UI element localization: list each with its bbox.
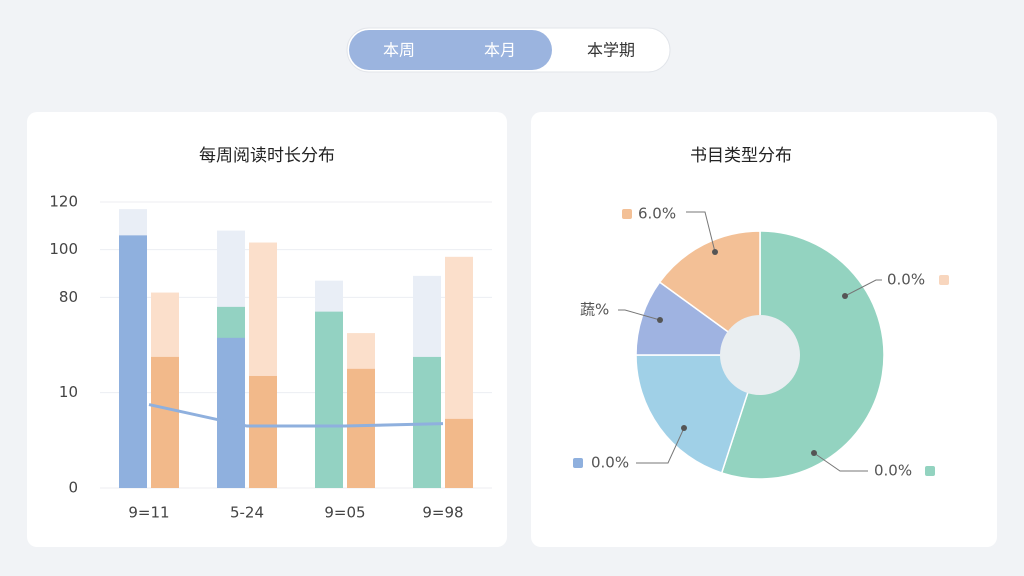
leader-dot [657,317,663,323]
leader-dot [842,293,848,299]
x-tick-label: 5-24 [230,504,264,522]
bar [217,337,245,488]
y-tick-label: 0 [68,479,78,497]
label-marker [925,466,935,476]
label-marker [573,458,583,468]
tab[interactable]: 本周 [383,41,415,60]
slice-label: 6.0% [638,205,676,223]
y-tick-label: 100 [49,240,78,258]
leader-dot [811,450,817,456]
bar [151,356,179,488]
slice-label: 蔬% [580,301,609,319]
leader-dot [712,249,718,255]
pie-slice [720,230,885,480]
x-tick-label: 9=98 [422,504,463,522]
leader-dot [681,425,687,431]
tab-highlight [349,30,552,70]
leader-line [813,452,868,472]
donut-hole [720,315,800,395]
leader-line [844,279,882,297]
x-tick-label: 9=11 [128,504,169,522]
label-marker [939,275,949,285]
chart-title: 每周阅读时长分布 [199,146,335,166]
leader-line [636,427,685,464]
x-tick-label: 9=05 [324,504,365,522]
leader-line [686,211,716,253]
chart-title: 书目类型分布 [690,146,792,166]
slice-label: 0.0% [591,454,629,472]
leader-line [618,309,661,321]
bar [347,368,375,488]
bar [315,311,343,488]
bar [249,375,277,488]
y-tick-label: 120 [49,193,78,211]
label-marker [622,209,632,219]
y-tick-label: 80 [59,288,78,306]
bar [445,418,473,488]
y-tick-label: 10 [59,383,78,401]
pie-slice [635,354,762,474]
slice-label: 0.0% [887,271,925,289]
bar [119,235,147,488]
tab[interactable]: 本学期 [587,41,635,60]
tab[interactable]: 本月 [484,41,516,60]
slice-label: 0.0% [874,462,912,480]
trend-line [148,403,444,428]
